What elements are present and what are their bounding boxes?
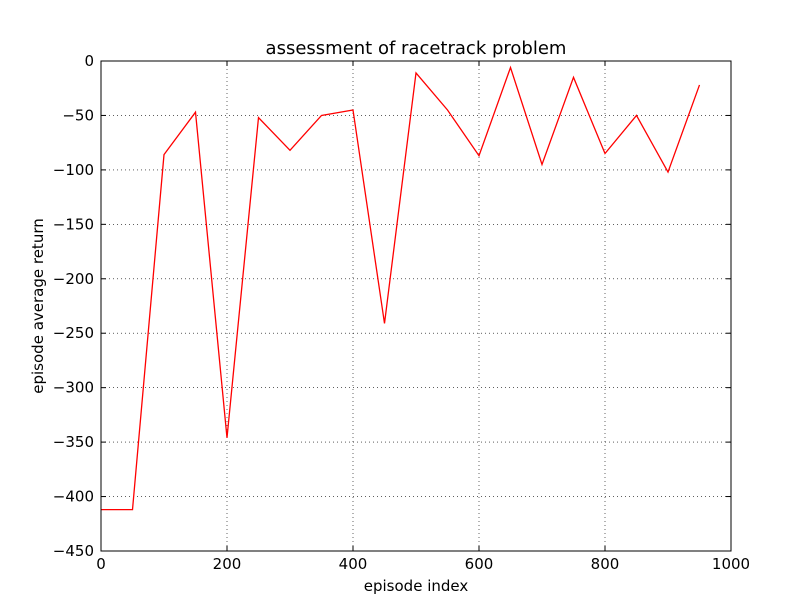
tick-marks	[100, 60, 732, 552]
y-tick-label: −50	[62, 106, 94, 124]
x-tick-label: 200	[213, 555, 242, 573]
series-line	[101, 65, 701, 511]
plot-frame	[100, 60, 732, 552]
y-tick-label: −250	[53, 324, 94, 342]
x-tick-label: 0	[96, 555, 106, 573]
y-tick-label: −350	[53, 433, 94, 451]
x-tick-label: 400	[339, 555, 368, 573]
y-tick-label: −300	[53, 379, 94, 397]
y-tick-label: −150	[53, 215, 94, 233]
y-tick-label: −400	[53, 488, 94, 506]
y-tick-label: 0	[84, 52, 94, 70]
y-tick-label: −200	[53, 270, 94, 288]
y-axis-label: episode average return	[29, 218, 47, 393]
x-tick-label: 600	[465, 555, 494, 573]
y-tick-label: −100	[53, 161, 94, 179]
x-tick-label: 800	[591, 555, 620, 573]
series-layer	[101, 65, 701, 511]
chart-title: assessment of racetrack problem	[266, 38, 567, 59]
x-axis-label: episode index	[364, 577, 469, 595]
x-tick-labels: 0 200 400 600 800 1000	[96, 555, 750, 573]
y-tick-labels: 0 −50 −100 −150 −200 −250 −300 −350 −400 −450	[53, 52, 94, 560]
grid-lines	[101, 61, 731, 551]
y-tick-label: −450	[53, 542, 94, 560]
plot-area	[101, 61, 731, 551]
x-tick-label: 1000	[712, 555, 750, 573]
